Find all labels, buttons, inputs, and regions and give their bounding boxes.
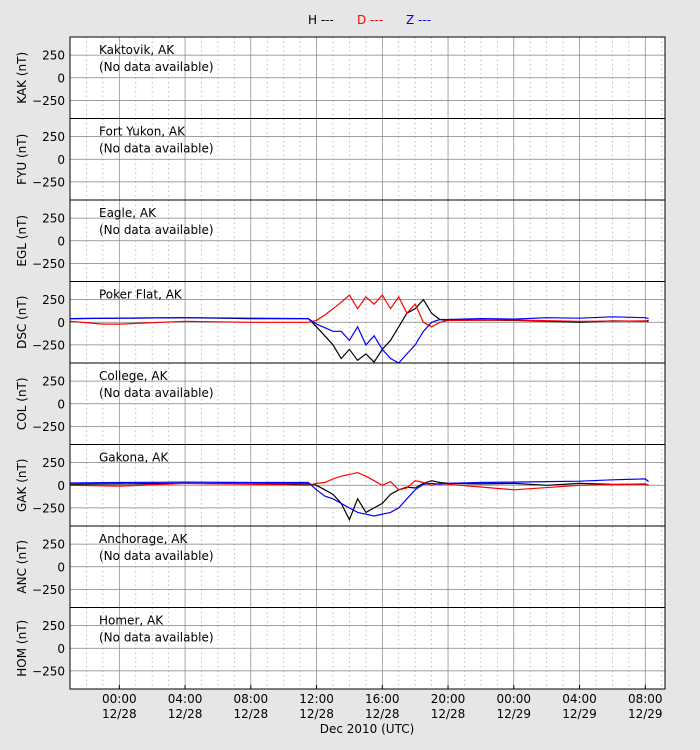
y-tick-label: 250	[42, 212, 65, 226]
x-axis: 00:0012/2804:0012/2808:0012/2812:0012/28…	[102, 685, 663, 721]
y-tick-label: 0	[57, 642, 65, 656]
y-tick-label: 250	[42, 49, 65, 63]
y-tick-label: −250	[32, 583, 65, 597]
y-tick-label: −250	[32, 257, 65, 271]
x-tick-time: 08:00	[234, 692, 269, 706]
panel-egl: 250 0 −250 Eagle, AK (No data available) EGL …	[15, 199, 666, 282]
y-tick-label: 250	[42, 619, 65, 633]
x-tick-time: 16:00	[365, 692, 400, 706]
x-tick-time: 12:00	[299, 692, 334, 706]
x-tick-date: 12/29	[496, 707, 531, 721]
y-axis-label: ANC (nT)	[15, 540, 29, 594]
y-tick-label: 250	[42, 375, 65, 389]
x-tick-date: 12/28	[168, 707, 203, 721]
x-tick-date: 12/29	[628, 707, 663, 721]
y-axis-label: EGL (nT)	[15, 215, 29, 267]
series-z-line	[69, 478, 649, 517]
legend-entry-z: Z ---	[406, 13, 431, 27]
y-tick-label: 0	[57, 71, 65, 85]
panel-anc: 250 0 −250 Anchorage, AK (No data available)…	[15, 525, 666, 608]
x-tick-date: 12/29	[562, 707, 597, 721]
series-h-line	[69, 480, 649, 522]
y-tick-label: 250	[42, 130, 65, 144]
panel-kak: 250 0 −250 Kaktovik, AK (No data available) K…	[15, 36, 666, 119]
panels: 250 0 −250 Kaktovik, AK (No data available) K…	[15, 36, 666, 690]
y-tick-label: 0	[57, 153, 65, 167]
x-tick-date: 12/28	[102, 707, 137, 721]
y-axis-label: KAK (nT)	[15, 52, 29, 104]
y-tick-label: 0	[57, 316, 65, 330]
station-label: Poker Flat, AK	[99, 288, 183, 302]
x-tick-time: 00:00	[102, 692, 137, 706]
y-tick-label: 250	[42, 456, 65, 470]
panel-gak: 250 0 −250 Gakona, AK GAK (nT)	[15, 444, 666, 527]
station-label: Fort Yukon, AK	[99, 125, 186, 139]
panel-col: 250 0 −250 College, AK (No data available) CO…	[15, 362, 666, 445]
panel-hom: 250 0 −250 Homer, AK (No data available) HOM …	[15, 607, 666, 690]
y-axis-label: GAK (nT)	[15, 459, 29, 513]
y-axis-label: HOM (nT)	[15, 620, 29, 677]
y-tick-label: 0	[57, 560, 65, 574]
x-tick-time: 04:00	[562, 692, 597, 706]
x-tick-time: 20:00	[431, 692, 466, 706]
y-tick-label: −250	[32, 501, 65, 515]
panel-frame	[69, 607, 666, 690]
panel-dsc: 250 0 −250 Poker Flat, AK DSC (nT)	[15, 281, 666, 364]
station-label: Anchorage, AK	[99, 532, 188, 546]
panel-fyu: 250 0 −250 Fort Yukon, AK (No data available…	[15, 118, 666, 201]
legend-entry-h: H ---	[308, 13, 334, 27]
series-z-line	[69, 316, 649, 364]
x-tick-date: 12/28	[234, 707, 269, 721]
x-tick-date: 12/28	[299, 707, 334, 721]
no-data-note: (No data available)	[99, 631, 214, 645]
station-label: Eagle, AK	[99, 206, 157, 220]
y-tick-label: 0	[57, 234, 65, 248]
y-tick-label: 0	[57, 479, 65, 493]
y-tick-label: 250	[42, 293, 65, 307]
x-tick-time: 08:00	[628, 692, 663, 706]
x-tick-date: 12/28	[431, 707, 466, 721]
x-tick-date: 12/28	[365, 707, 400, 721]
no-data-note: (No data available)	[99, 549, 214, 563]
x-tick-time: 00:00	[496, 692, 531, 706]
x-axis-label: Dec 2010 (UTC)	[320, 722, 415, 736]
station-label: College, AK	[99, 369, 169, 383]
no-data-note: (No data available)	[99, 223, 214, 237]
x-tick-time: 04:00	[168, 692, 203, 706]
y-axis-label: COL (nT)	[15, 377, 29, 430]
no-data-note: (No data available)	[99, 142, 214, 156]
y-tick-label: −250	[32, 175, 65, 189]
no-data-note: (No data available)	[99, 60, 214, 74]
y-axis-label: FYU (nT)	[15, 134, 29, 185]
y-axis-label: DSC (nT)	[15, 296, 29, 349]
y-tick-label: −250	[32, 664, 65, 678]
station-label: Gakona, AK	[99, 451, 169, 465]
legend: H --- D --- Z ---	[308, 13, 431, 27]
y-tick-label: −250	[32, 420, 65, 434]
legend-entry-d: D ---	[357, 13, 383, 27]
station-label: Homer, AK	[99, 614, 164, 628]
y-tick-label: 0	[57, 397, 65, 411]
y-tick-label: −250	[32, 94, 65, 108]
station-label: Kaktovik, AK	[99, 43, 175, 57]
series-d-line	[69, 294, 649, 328]
y-tick-label: 250	[42, 538, 65, 552]
y-tick-label: −250	[32, 338, 65, 352]
no-data-note: (No data available)	[99, 386, 214, 400]
